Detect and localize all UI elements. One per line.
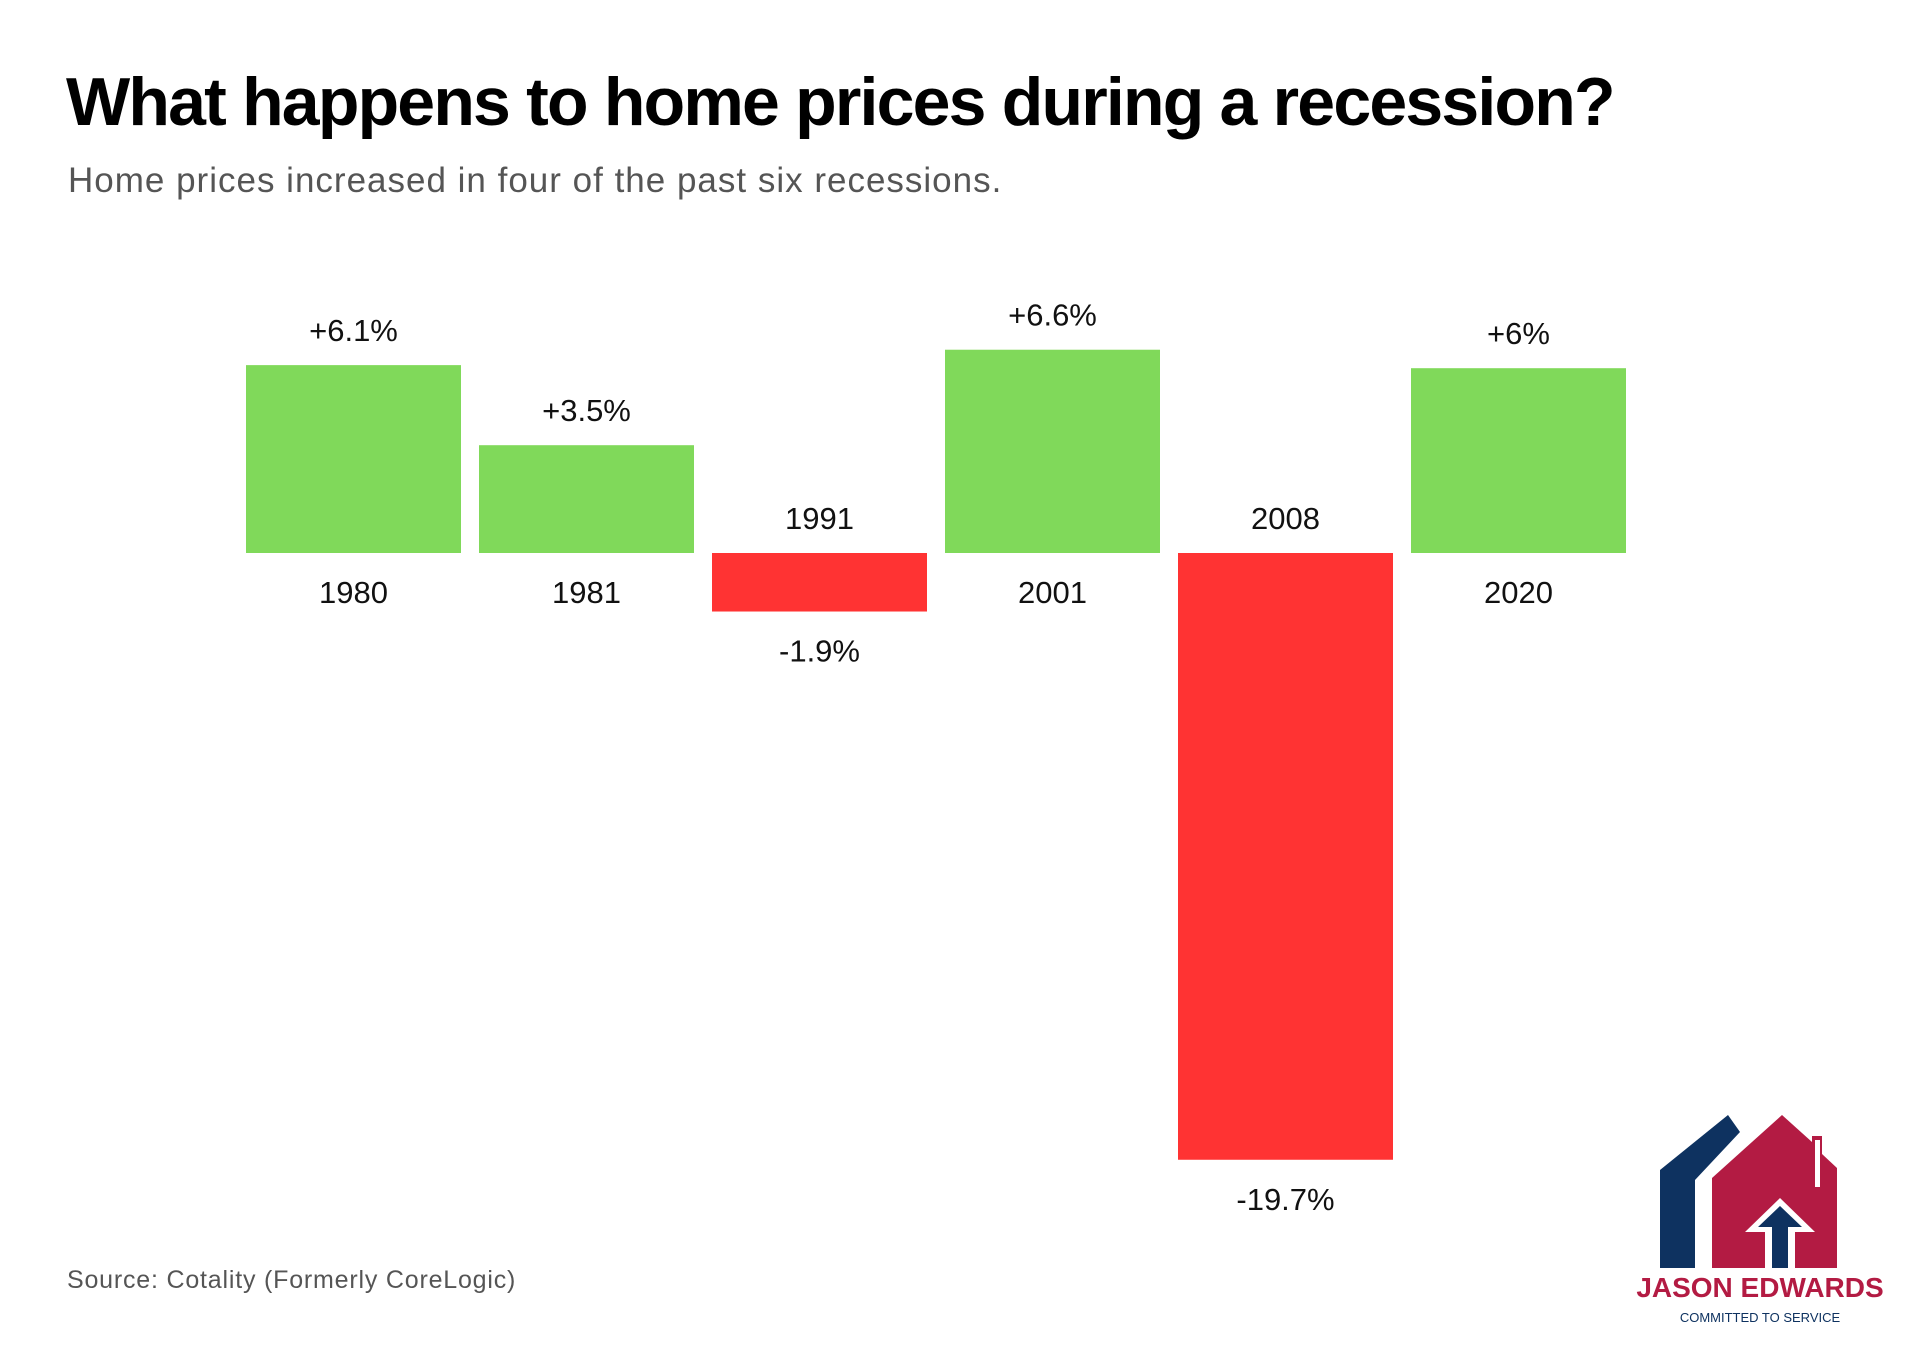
category-label-1991: 1991 [785,501,854,536]
data-label-2008: -19.7% [1236,1182,1334,1217]
logo-navy-house [1660,1115,1740,1268]
category-label-1981: 1981 [552,575,621,610]
bar-1980 [246,365,461,553]
data-label-1991: -1.9% [779,634,860,669]
chart-subtitle: Home prices increased in four of the pas… [68,161,1003,200]
category-label-2008: 2008 [1251,501,1320,536]
house-up-arrow-icon [1660,1115,1837,1268]
data-label-2020: +6% [1487,316,1550,351]
logo-name: JASON EDWARDS [1636,1272,1884,1303]
bar-1981 [479,445,694,553]
source-note: Source: Cotality (Formerly CoreLogic) [67,1266,517,1294]
category-label-2020: 2020 [1484,575,1553,610]
chart-title: What happens to home prices during a rec… [66,64,1616,140]
bar-chart: +6.1% 1980 +3.5% 1981 -1.9% 1991 +6.6% 2001 -19.… [246,298,1626,1217]
data-label-2001: +6.6% [1008,298,1097,333]
bar-2020 [1411,368,1626,553]
logo-tagline: COMMITTED TO SERVICE [1679,1310,1841,1325]
category-label-1980: 1980 [319,575,388,610]
brand-logo: JASON EDWARDS COMMITTED TO SERVICE [1620,1110,1900,1340]
data-label-1980: +6.1% [309,313,398,348]
bar-2001 [945,349,1160,553]
logo-arrow [1758,1206,1802,1268]
bar-1991 [712,553,927,612]
category-label-2001: 2001 [1018,575,1087,610]
bar-2008 [1178,553,1393,1160]
data-label-1981: +3.5% [542,393,631,428]
